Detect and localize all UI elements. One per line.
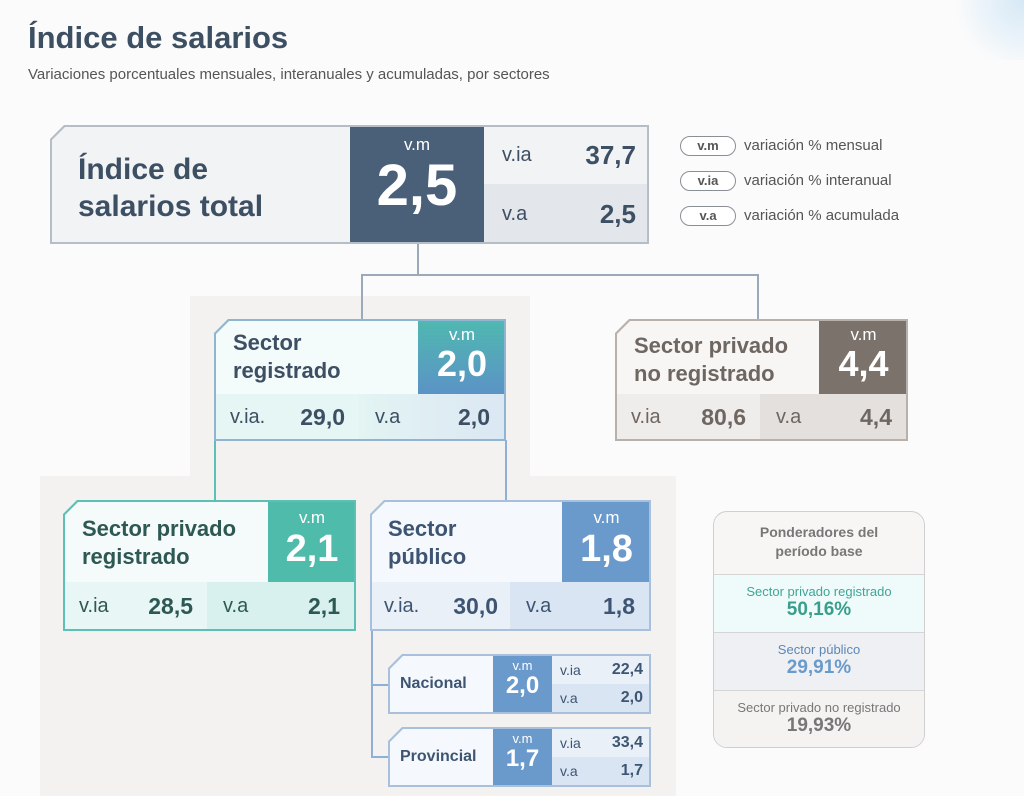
va-value: 1,8 — [603, 593, 635, 619]
vm-label: v.m — [448, 325, 476, 344]
vm-label: v.m — [593, 508, 620, 527]
total-index-card: Índice de salarios total v.m 2,5 v.ia 37… — [50, 125, 649, 244]
va-label: v.a — [502, 202, 528, 225]
sector-no-registrado-card: Sector privado no registrado v.m 4,4 v.i… — [615, 319, 908, 441]
vm-label: v.m — [512, 658, 533, 673]
weight-label: Sector privado no registrado — [737, 700, 901, 715]
card-label: Nacional — [400, 675, 467, 692]
vm-value: 2,0 — [505, 672, 540, 699]
vm-label: v.m — [403, 135, 431, 154]
legend-abbr: v.ia — [680, 171, 736, 191]
card-label: público — [388, 544, 467, 569]
va-value: 1,7 — [620, 762, 643, 779]
via-label: v.ia — [79, 595, 109, 617]
weight-row: Sector público 29,91% — [714, 632, 924, 690]
weight-value: 50,16% — [786, 599, 852, 620]
va-label: v.a — [223, 595, 249, 617]
weight-label: Sector público — [777, 642, 861, 657]
vm-value: 2,5 — [376, 153, 458, 218]
legend-text: variación % acumulada — [744, 207, 900, 224]
va-value: 2,0 — [458, 404, 490, 430]
via-label: v.ia — [560, 735, 581, 751]
via-label: v.ia — [560, 662, 581, 678]
vm-value: 1,7 — [505, 745, 540, 772]
via-label: v.ia — [631, 406, 661, 428]
va-label: v.a — [375, 406, 401, 428]
connector — [214, 440, 216, 501]
sector-privado-registrado-card: Sector privado registrado v.m 2,1 v.ia 2… — [63, 500, 356, 631]
connector — [417, 243, 419, 276]
va-value: 2,5 — [599, 198, 636, 229]
card-label: Sector privado — [82, 516, 237, 541]
provincial-card: Provincial v.m 1,7 v.ia 33,4 v.a 1,7 — [388, 727, 651, 787]
card-label: registrado — [233, 358, 341, 383]
legend-abbr: v.a — [680, 206, 736, 226]
via-label: v.ia. — [384, 595, 420, 617]
va-label: v.a — [560, 690, 578, 706]
weight-value: 19,93% — [786, 715, 852, 736]
card-label: salarios total — [78, 190, 264, 223]
connector — [371, 684, 389, 686]
weight-row: Sector privado no registrado 19,93% — [714, 690, 924, 747]
vm-value: 2,1 — [285, 528, 339, 570]
vm-label: v.m — [298, 508, 326, 527]
connector — [505, 440, 507, 501]
ponderadores-panel: Ponderadores del período base Sector pri… — [713, 511, 925, 748]
card-label: Índice de — [78, 153, 209, 186]
connector — [757, 274, 759, 321]
va-label: v.a — [560, 763, 578, 779]
va-value: 4,4 — [860, 404, 892, 430]
decorative-corner — [944, 0, 1024, 60]
page-title: Índice de salarios — [28, 20, 289, 55]
vm-value: 1,8 — [580, 528, 633, 570]
nacional-card: Nacional v.m 2,0 v.ia 22,4 v.a 2,0 — [388, 654, 651, 714]
weight-row: Sector privado registrado 50,16% — [714, 574, 924, 632]
via-label: v.ia. — [230, 406, 266, 428]
va-value: 2,1 — [308, 593, 340, 619]
card-label: Provincial — [400, 748, 477, 765]
via-value: 37,7 — [585, 140, 636, 170]
va-value: 2,0 — [620, 689, 643, 706]
card-label: Sector privado — [634, 333, 789, 358]
card-label: no registrado — [634, 361, 775, 386]
connector — [361, 274, 363, 321]
vm-label: v.m — [850, 325, 877, 344]
legend-text: variación % mensual — [744, 137, 883, 154]
panel-title: Ponderadores del — [759, 524, 879, 540]
weight-label: Sector privado registrado — [746, 584, 892, 599]
sector-publico-card: Sector público v.m 1,8 v.ia. 30,0 v.a 1,… — [370, 500, 651, 631]
via-value: 28,5 — [148, 593, 193, 619]
legend-text: variación % interanual — [744, 172, 892, 189]
via-value: 80,6 — [701, 404, 746, 430]
va-label: v.a — [526, 595, 552, 617]
panel-title: período base — [775, 543, 863, 559]
va-label: v.a — [776, 406, 802, 428]
card-label: Sector — [233, 330, 302, 355]
via-label: v.ia — [502, 144, 532, 166]
connector — [371, 756, 389, 758]
vm-label: v.m — [512, 731, 533, 746]
card-label: Sector — [388, 516, 457, 541]
connector — [361, 274, 759, 276]
via-value: 33,4 — [611, 734, 643, 751]
vm-value: 4,4 — [838, 343, 889, 384]
via-value: 30,0 — [453, 593, 498, 619]
via-value: 29,0 — [300, 404, 345, 430]
vm-value: 2,0 — [436, 343, 488, 384]
via-value: 22,4 — [611, 661, 643, 678]
connector — [371, 630, 373, 758]
legend-abbr: v.m — [680, 136, 736, 156]
weight-value: 29,91% — [786, 657, 852, 678]
sector-registrado-card: Sector registrado v.m 2,0 v.ia. 29,0 v.a… — [214, 319, 506, 441]
card-label: registrado — [82, 544, 190, 569]
page-subtitle: Variaciones porcentuales mensuales, inte… — [28, 66, 550, 83]
